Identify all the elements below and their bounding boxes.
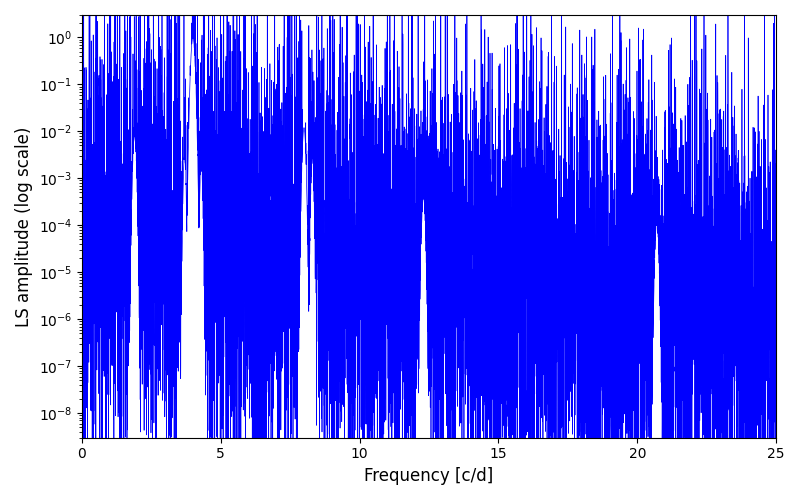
X-axis label: Frequency [c/d]: Frequency [c/d] — [364, 467, 494, 485]
Y-axis label: LS amplitude (log scale): LS amplitude (log scale) — [15, 126, 33, 326]
